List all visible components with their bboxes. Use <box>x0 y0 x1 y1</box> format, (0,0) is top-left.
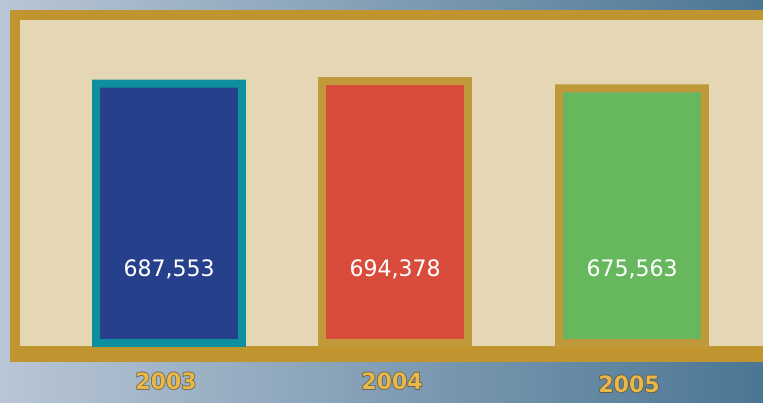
x-tick-label: 2005 <box>598 373 659 398</box>
x-tick-label: 2003 <box>135 370 196 395</box>
bar <box>92 79 246 348</box>
value-label: 694,378 <box>350 257 441 282</box>
value-label: 687,553 <box>124 257 215 282</box>
x-tick-label: 2004 <box>361 370 422 395</box>
value-label: 675,563 <box>587 257 678 282</box>
bar <box>555 84 709 347</box>
bar <box>318 77 472 347</box>
